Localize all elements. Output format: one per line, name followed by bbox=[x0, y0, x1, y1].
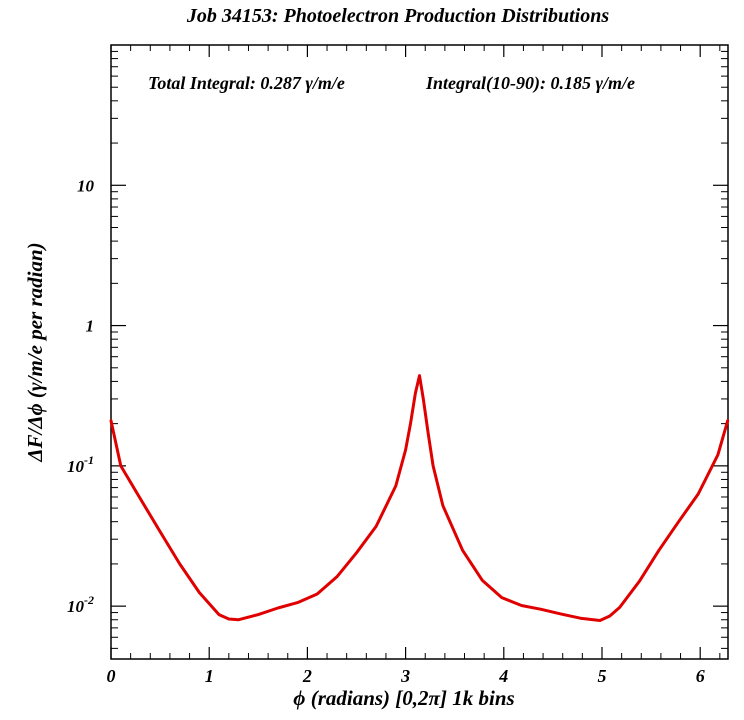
x-tick-label: 1 bbox=[205, 666, 214, 686]
x-axis-label: ϕ (radians) [0,2π] 1k bins bbox=[293, 686, 514, 710]
y-tick-label: 10-2 bbox=[67, 593, 94, 616]
y-axis-label: ΔF/Δϕ (γ/m/e per radian) bbox=[23, 242, 47, 462]
x-tick-label: 0 bbox=[107, 666, 116, 686]
series-line-1 bbox=[109, 374, 730, 622]
x-tick-label: 6 bbox=[696, 666, 705, 686]
y-tick-label: 10-1 bbox=[67, 453, 94, 476]
y-tick-label: 1 bbox=[86, 317, 95, 336]
chart-title: Job 34153: Photoelectron Production Dist… bbox=[186, 5, 609, 27]
y-tick-label: 10 bbox=[77, 176, 95, 195]
plot-frame bbox=[110, 44, 729, 660]
annotation-2: Integral(10-90): 0.185 γ/m/e bbox=[425, 73, 635, 94]
x-tick-label: 2 bbox=[302, 666, 312, 686]
x-tick-label: 3 bbox=[400, 666, 410, 686]
annotation-1: Total Integral: 0.287 γ/m/e bbox=[148, 73, 345, 93]
x-tick-label: 5 bbox=[597, 666, 606, 686]
x-tick-label: 4 bbox=[498, 666, 508, 686]
